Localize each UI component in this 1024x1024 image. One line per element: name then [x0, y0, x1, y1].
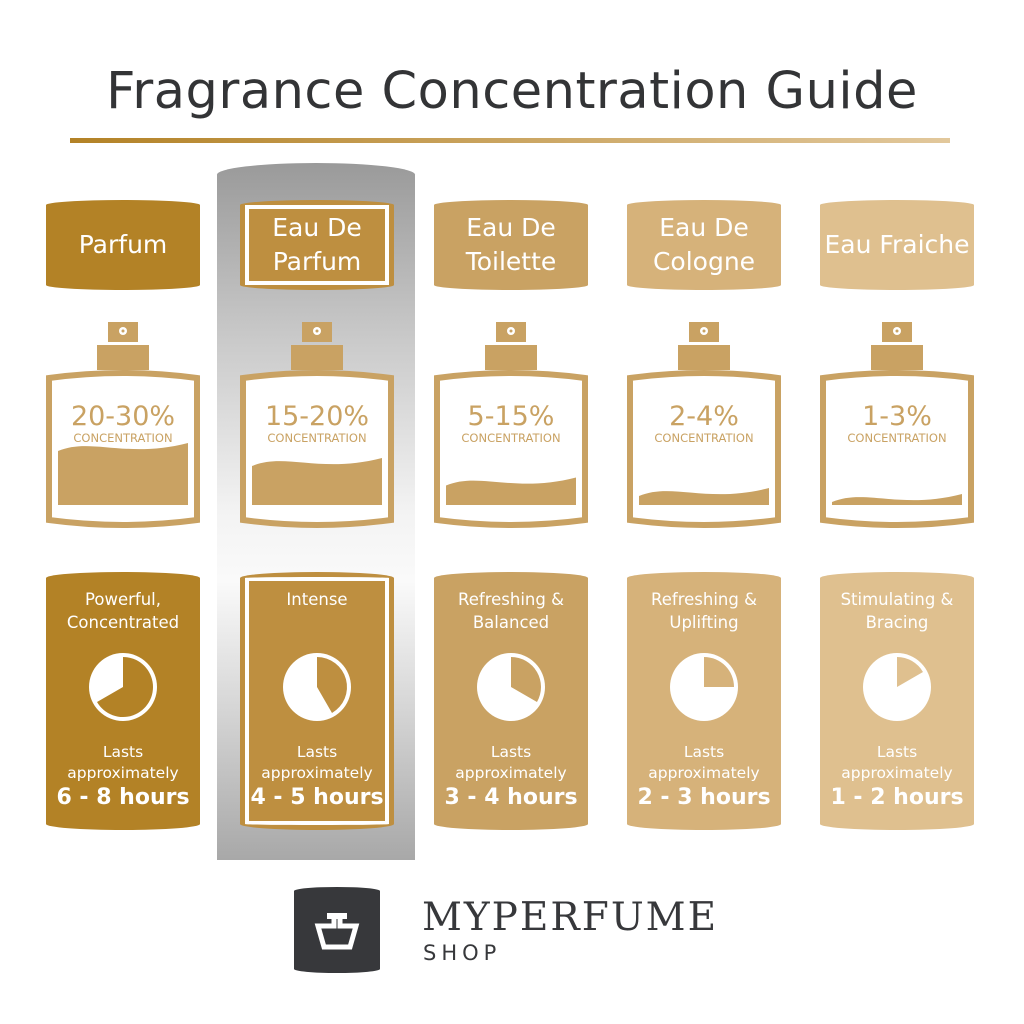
lasts-label: Lasts approximately	[455, 743, 567, 782]
type-name: Parfum	[78, 230, 168, 259]
clock-pie-icon	[670, 653, 738, 721]
clock-pie-icon	[477, 653, 545, 721]
perfume-bottle-icon: 15-20% CONCENTRATION	[240, 322, 394, 528]
clock-duration-wedge	[897, 657, 923, 687]
type-name: Eau De Cologne	[652, 213, 756, 276]
character-description: Refreshing & Uplifting	[651, 590, 757, 632]
clock-duration-wedge	[317, 657, 347, 713]
clock-pie-icon	[283, 653, 351, 721]
character-description: Refreshing & Balanced	[458, 590, 564, 632]
logo-sub-text: SHOP	[423, 941, 502, 965]
duration-value: 1 - 2 hours	[830, 785, 964, 810]
clock-pie-icon	[89, 653, 157, 721]
concentration-value: 2-4%	[669, 401, 739, 432]
duration-value: 3 - 4 hours	[444, 785, 578, 810]
perfume-bottle-icon: 1-3% CONCENTRATION	[820, 322, 974, 528]
clock-duration-wedge	[704, 657, 734, 687]
perfume-bottle-icon: 2-4% CONCENTRATION	[627, 322, 781, 528]
page-title: Fragrance Concentration Guide	[106, 62, 918, 121]
perfume-bottle-icon: 5-15% CONCENTRATION	[434, 322, 588, 528]
type-header: Eau De Toilette	[434, 200, 588, 290]
duration-value: 2 - 3 hours	[637, 785, 771, 810]
lasts-label: Lasts approximately	[841, 743, 953, 782]
liquid-level	[446, 477, 576, 505]
character-description: Powerful, Concentrated	[66, 590, 180, 632]
type-name: Eau De Toilette	[465, 213, 557, 276]
concentration-value: 15-20%	[265, 401, 369, 432]
type-header: Parfum	[46, 200, 200, 290]
concentration-value: 1-3%	[862, 401, 932, 432]
character-description: Stimulating & Bracing	[840, 590, 954, 632]
liquid-level	[639, 488, 769, 505]
concentration-label: CONCENTRATION	[654, 431, 753, 445]
type-header: Eau De Parfum	[240, 200, 394, 290]
lasts-label: Lasts approximately	[261, 743, 373, 782]
liquid-level	[58, 443, 188, 505]
type-name: Eau Fraiche	[824, 230, 970, 259]
logo-brand-text: MYPERFUME	[422, 895, 719, 940]
concentration-label: CONCENTRATION	[73, 431, 172, 445]
perfume-bottle-icon: 20-30% CONCENTRATION	[46, 322, 200, 528]
duration-value: 6 - 8 hours	[56, 785, 190, 810]
clock-duration-wedge	[511, 657, 541, 702]
liquid-level	[252, 458, 382, 505]
duration-value: 4 - 5 hours	[250, 785, 384, 810]
type-header: Eau De Cologne	[627, 200, 781, 290]
concentration-value: 20-30%	[71, 401, 175, 432]
clock-pie-icon	[863, 653, 931, 721]
character-description: Intense	[286, 590, 348, 609]
logo-mark	[294, 887, 380, 973]
type-header: Eau Fraiche	[820, 200, 974, 290]
longevity-card: Stimulating & Bracing Lasts approximatel…	[820, 572, 974, 830]
lasts-label: Lasts approximately	[648, 743, 760, 782]
longevity-card: Intense Lasts approximately 4 - 5 hours	[240, 572, 394, 830]
concentration-value: 5-15%	[468, 401, 555, 432]
concentration-label: CONCENTRATION	[461, 431, 560, 445]
type-name: Eau De Parfum	[272, 213, 362, 276]
liquid-level	[832, 494, 962, 505]
lasts-label: Lasts approximately	[67, 743, 179, 782]
clock-duration-wedge	[97, 657, 154, 717]
concentration-label: CONCENTRATION	[267, 431, 366, 445]
longevity-card: Powerful, Concentrated Lasts approximate…	[46, 572, 200, 830]
longevity-card: Refreshing & Balanced Lasts approximatel…	[434, 572, 588, 830]
concentration-label: CONCENTRATION	[847, 431, 946, 445]
perfume-bottle-logo-icon	[314, 913, 360, 950]
title-underline	[70, 138, 950, 143]
longevity-card: Refreshing & Uplifting Lasts approximate…	[627, 572, 781, 830]
